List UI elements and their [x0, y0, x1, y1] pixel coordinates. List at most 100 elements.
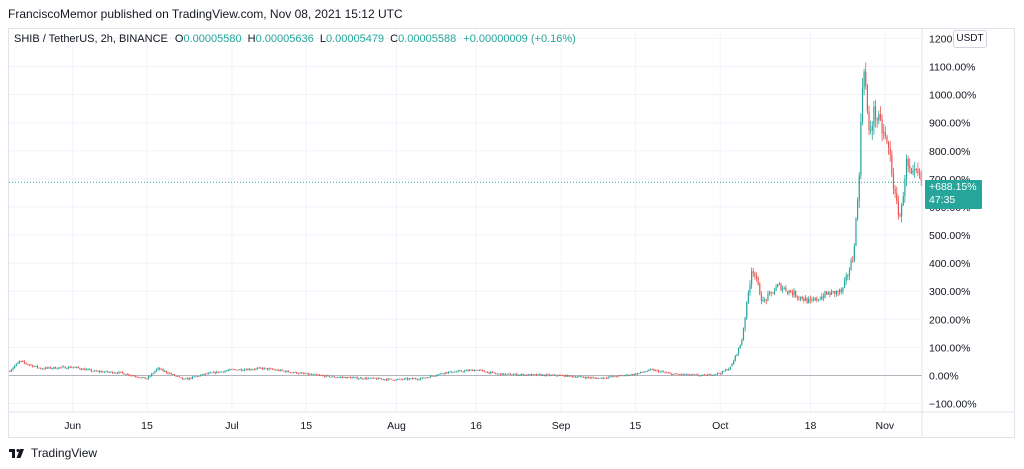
candle — [366, 376, 368, 381]
candle — [809, 295, 811, 304]
candle-body — [483, 370, 485, 372]
candle — [43, 367, 45, 370]
candle-body — [103, 371, 105, 373]
candle — [76, 366, 78, 369]
x-tick-label: Oct — [712, 420, 728, 432]
candle-body — [491, 371, 494, 373]
candle-body — [374, 377, 376, 379]
candle — [741, 338, 743, 346]
candle-body — [808, 299, 810, 304]
candle — [390, 378, 392, 380]
candle — [369, 377, 371, 379]
candle-body — [284, 370, 286, 373]
candle — [247, 368, 249, 371]
candle — [693, 374, 696, 376]
candle — [589, 376, 591, 380]
candle-body — [12, 367, 14, 370]
candle — [454, 370, 456, 373]
candle — [276, 368, 278, 371]
candle — [790, 289, 792, 293]
candle — [12, 366, 14, 371]
candle-body — [866, 85, 868, 112]
candle-body — [591, 377, 593, 379]
candle-body — [152, 372, 154, 374]
candle-body — [191, 376, 194, 379]
candle-body — [602, 377, 604, 379]
candle-body — [728, 368, 730, 371]
candle — [389, 378, 391, 380]
candle — [501, 373, 503, 376]
candle-body — [322, 375, 324, 377]
candle-body — [33, 366, 35, 368]
candle-body — [204, 373, 207, 375]
candle-body — [733, 360, 735, 364]
symbol-info[interactable]: SHIB / TetherUS, 2h, BINANCE — [14, 33, 168, 45]
candle-body — [459, 370, 461, 372]
candle — [229, 368, 231, 371]
candle-body — [452, 372, 454, 374]
candle — [736, 353, 738, 357]
candle — [270, 367, 272, 370]
candle-body — [92, 371, 94, 373]
candle — [839, 288, 841, 296]
candle — [910, 167, 913, 175]
candle — [103, 371, 105, 374]
currency-button[interactable]: USDT — [953, 30, 987, 48]
candle — [36, 365, 39, 369]
candle — [542, 374, 544, 376]
candle-body — [881, 119, 883, 134]
candle — [371, 377, 373, 379]
candle-body — [803, 299, 805, 301]
candle-body — [323, 375, 326, 377]
tradingview-logo[interactable]: TradingView — [8, 446, 97, 460]
candle — [656, 369, 658, 372]
candle-body — [424, 377, 427, 379]
candle-body — [477, 370, 479, 371]
candle — [783, 286, 785, 290]
x-tick-label: 15 — [630, 420, 642, 432]
candle — [213, 370, 215, 373]
candle — [835, 289, 838, 297]
candle — [53, 366, 55, 370]
candle-body — [826, 291, 828, 295]
candle — [711, 374, 714, 377]
candle — [315, 373, 317, 376]
candle-body — [195, 376, 197, 378]
candle — [892, 167, 895, 195]
candle — [113, 372, 115, 374]
candle — [664, 371, 666, 374]
candle-body — [170, 373, 172, 375]
candle — [772, 292, 774, 294]
candle-body — [217, 371, 220, 373]
candle-body — [123, 372, 125, 375]
candle — [243, 368, 246, 372]
candle-body — [66, 368, 68, 370]
candle-body — [379, 377, 381, 380]
candle — [477, 370, 479, 371]
candle-body — [312, 374, 314, 376]
candle-body — [14, 365, 16, 368]
candle — [812, 296, 815, 302]
candle-body — [604, 377, 606, 379]
candle — [819, 296, 821, 301]
candle-body — [146, 378, 148, 380]
candle-body — [796, 296, 798, 298]
candle-body — [413, 378, 415, 380]
candle — [558, 374, 560, 376]
candle-body — [801, 296, 803, 300]
candle — [38, 367, 40, 369]
candle — [573, 375, 575, 378]
candle-body — [772, 292, 774, 294]
candle-body — [338, 377, 340, 378]
candle-body — [302, 372, 304, 374]
candle-body — [643, 371, 645, 373]
candle-body — [579, 376, 582, 378]
candle-body — [480, 369, 482, 371]
candle — [177, 375, 179, 378]
candle — [550, 374, 552, 377]
candle-body — [534, 374, 536, 376]
candle — [909, 158, 911, 174]
candle-body — [718, 373, 720, 374]
candle — [473, 369, 476, 372]
